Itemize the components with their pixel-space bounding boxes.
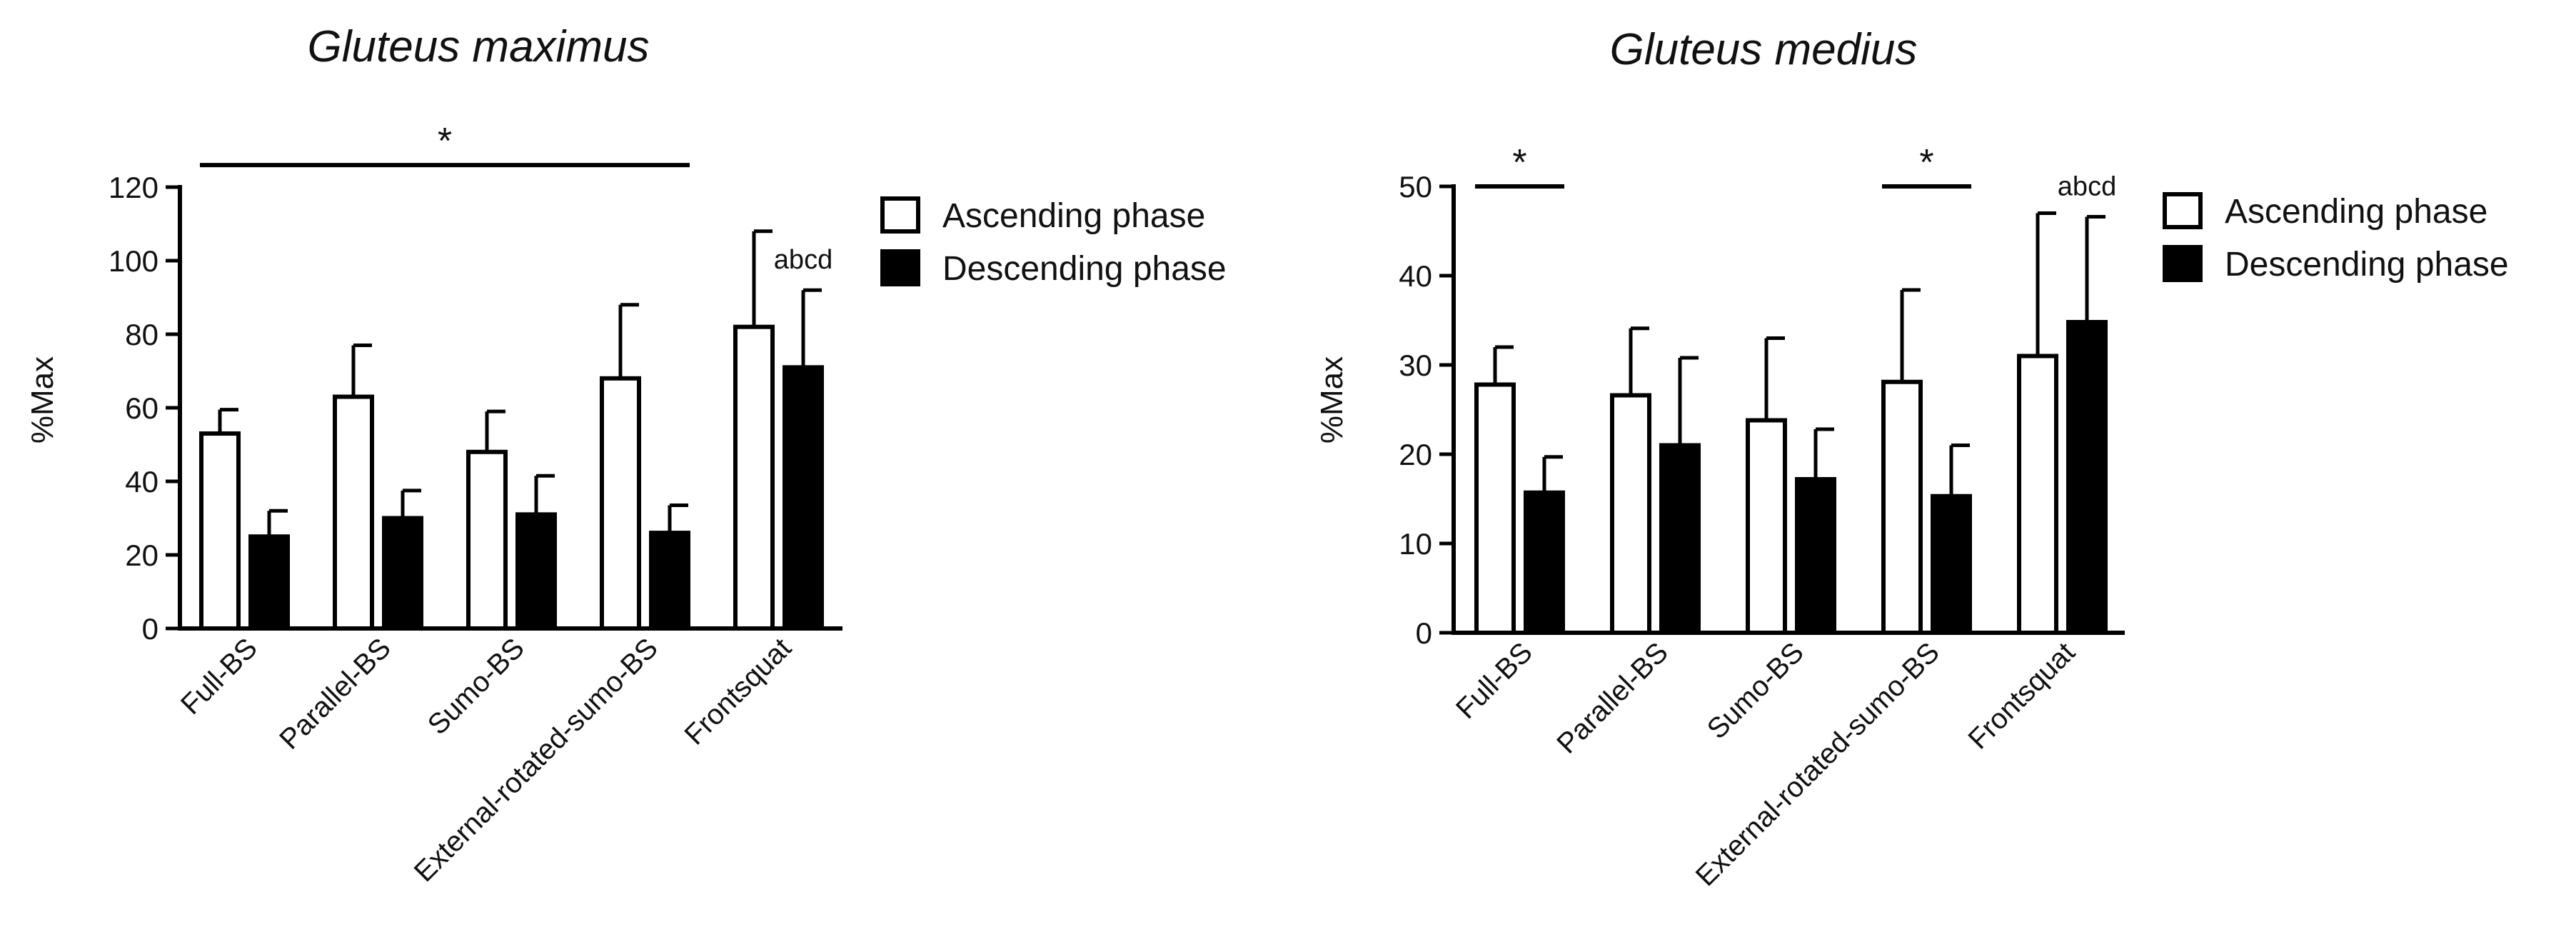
bars <box>1474 211 2108 635</box>
y-tick-label: 100 <box>109 244 159 278</box>
bar-ascending <box>600 376 641 631</box>
legend-label-ascending: Ascending phase <box>942 197 1205 235</box>
legend-swatch-descending <box>2163 245 2203 282</box>
annotation-label: abcd <box>2058 172 2116 202</box>
category-label: Full-BS <box>1450 636 1539 725</box>
legend-label-descending: Descending phase <box>2225 246 2509 284</box>
category-label: External-rotated-sumo-BS <box>1690 636 1946 892</box>
significance-star: * <box>438 121 452 162</box>
bar-ascending <box>733 324 775 631</box>
bars <box>199 229 824 631</box>
y-tick-label: 0 <box>142 612 159 646</box>
y-tick-label: 0 <box>1416 616 1432 650</box>
y-tick-label: 40 <box>125 465 159 498</box>
bar-descending <box>1524 490 1565 635</box>
bar-descending <box>1931 493 1972 635</box>
category-labels: Full-BS Parallel-BS Sumo-BSExternal-rotate… <box>1450 636 2081 892</box>
y-tick-label: 60 <box>125 391 159 425</box>
bar-ascending <box>1610 393 1651 635</box>
bar-ascending <box>199 431 241 631</box>
bar-ascending <box>2017 354 2058 635</box>
annotation-label: abcd <box>774 245 832 275</box>
legend-label-ascending: Ascending phase <box>2225 193 2487 231</box>
bar-descending <box>783 365 824 631</box>
bar-descending <box>1659 443 1701 635</box>
y-axis-ticks: 0 10 20 30 40 50 <box>1399 170 1454 650</box>
chart-title: Gluteus medius <box>1610 25 1918 74</box>
bar-descending <box>1795 477 1836 635</box>
y-tick-label: 120 <box>109 171 159 204</box>
chart-gluteus-maximus: Gluteus maximus %Max 0 20 40 60 80 100 120 Ful… <box>25 22 1227 888</box>
significance-markers: * * abcd <box>1475 142 2116 202</box>
bar-ascending <box>466 449 508 631</box>
bar-descending <box>2066 320 2108 635</box>
y-axis-label: %Max <box>1314 356 1349 444</box>
bar-descending <box>248 534 290 631</box>
y-tick-label: 30 <box>1399 349 1432 382</box>
category-label: Full-BS <box>175 632 263 721</box>
chart-title: Gluteus maximus <box>308 22 650 71</box>
bar-descending <box>515 512 557 631</box>
y-tick-label: 80 <box>125 318 159 351</box>
category-label: Frontsquat <box>1963 636 2081 755</box>
category-label: Frontsquat <box>679 632 798 751</box>
legend-swatch-ascending <box>2163 192 2203 229</box>
bar-ascending <box>1881 379 1923 635</box>
category-labels: Full-BS Parallel-BS Sumo-BSExternal-rotate… <box>175 632 798 888</box>
category-label: Sumo-BS <box>422 632 530 741</box>
legend-label-descending: Descending phase <box>942 250 1227 288</box>
category-label: Sumo-BS <box>1701 636 1810 745</box>
category-label: External-rotated-sumo-BS <box>408 632 664 888</box>
significance-star: * <box>1919 142 1933 184</box>
chart-gluteus-medius: Gluteus medius %Max 0 10 20 30 40 50 Full-BS P… <box>1314 25 2509 892</box>
legend: Ascending phase Descending phase <box>880 196 1227 288</box>
significance-star: * <box>1512 142 1526 184</box>
significance-markers: * abcd <box>200 121 832 275</box>
y-axis-ticks: 0 20 40 60 80 100 120 <box>109 171 180 646</box>
category-label: Parallel-BS <box>1551 636 1674 760</box>
bar-descending <box>649 531 690 631</box>
legend-swatch-descending <box>880 249 920 286</box>
y-tick-label: 50 <box>1399 170 1432 204</box>
y-tick-label: 20 <box>125 538 159 572</box>
bar-ascending <box>1746 418 1787 635</box>
bar-ascending <box>1474 382 1516 635</box>
y-axis-label: %Max <box>25 356 60 444</box>
bar-ascending <box>333 394 374 631</box>
category-label: Parallel-BS <box>273 632 397 756</box>
legend: Ascending phase Descending phase <box>2163 192 2509 284</box>
bar-descending <box>382 516 423 631</box>
y-tick-label: 40 <box>1399 259 1432 293</box>
y-tick-label: 20 <box>1399 438 1432 471</box>
y-tick-label: 10 <box>1399 527 1432 561</box>
legend-swatch-ascending <box>880 196 920 234</box>
